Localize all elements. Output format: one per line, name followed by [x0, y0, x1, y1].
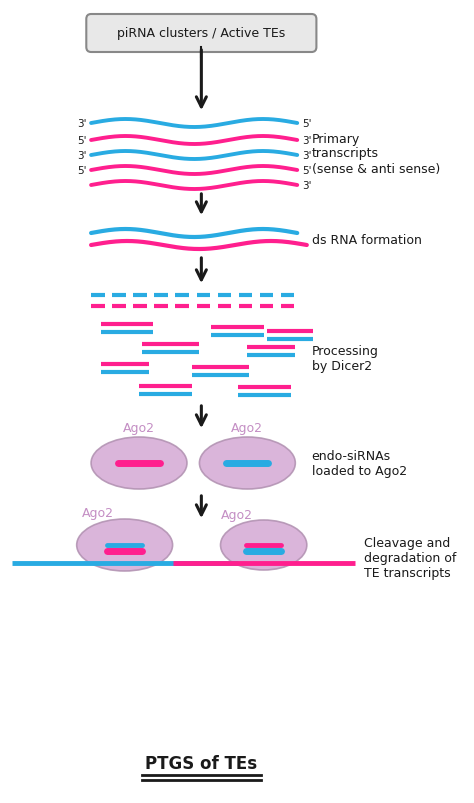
Text: Ago2: Ago2	[123, 422, 155, 435]
Text: 3': 3'	[302, 151, 311, 161]
Text: 3': 3'	[302, 181, 311, 191]
Ellipse shape	[200, 438, 295, 489]
Text: 3': 3'	[302, 136, 311, 146]
Text: piRNA clusters / Active TEs: piRNA clusters / Active TEs	[117, 27, 285, 40]
Ellipse shape	[91, 438, 187, 489]
Ellipse shape	[77, 520, 173, 571]
Text: Cleavage and
degradation of
TE transcripts: Cleavage and degradation of TE transcrip…	[365, 537, 457, 580]
Text: Ago2: Ago2	[221, 509, 253, 522]
Text: Ago2: Ago2	[231, 422, 264, 435]
Text: Ago2: Ago2	[82, 507, 114, 520]
Text: 3': 3'	[77, 119, 86, 128]
Text: 5': 5'	[77, 136, 86, 146]
Text: endo-siRNAs
loaded to Ago2: endo-siRNAs loaded to Ago2	[311, 450, 407, 478]
FancyBboxPatch shape	[86, 15, 317, 53]
Ellipse shape	[220, 520, 307, 570]
Text: PTGS of TEs: PTGS of TEs	[146, 754, 257, 772]
Text: ds RNA formation: ds RNA formation	[311, 233, 421, 247]
Text: 3': 3'	[77, 151, 86, 161]
Text: 5': 5'	[302, 119, 311, 128]
Text: 5': 5'	[302, 165, 311, 176]
Text: Processing
by Dicer2: Processing by Dicer2	[311, 344, 378, 373]
Text: Primary
transcripts
(sense & anti sense): Primary transcripts (sense & anti sense)	[311, 132, 440, 175]
Text: 5': 5'	[77, 165, 86, 176]
